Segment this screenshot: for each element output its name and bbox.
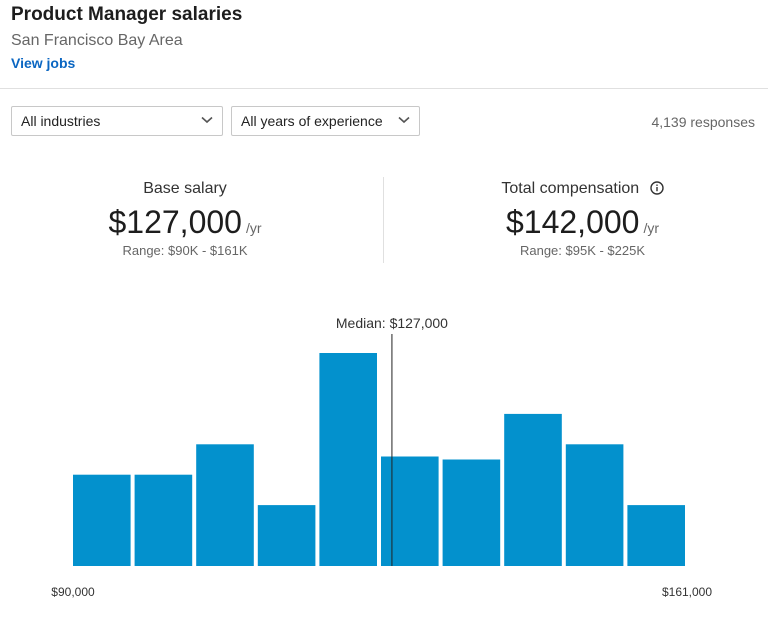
base-salary-unit: /yr (245, 220, 262, 236)
histogram-bar (319, 353, 377, 566)
location-subtitle: San Francisco Bay Area (11, 32, 183, 49)
industry-dropdown[interactable]: All industries (11, 106, 223, 136)
total-comp-range: Range: $95K - $225K (519, 243, 646, 258)
total-comp-stat: Total compensation $142,000/yr Range: $9… (470, 180, 695, 258)
x-min-label: $90,000 (51, 585, 95, 599)
chevron-down-icon (201, 116, 213, 124)
total-comp-value: $142,000 (505, 204, 640, 240)
histogram-bar (73, 474, 131, 566)
info-icon[interactable] (649, 181, 664, 195)
x-max-label: $161,000 (662, 585, 712, 599)
stats-divider (383, 177, 384, 263)
header-divider (0, 88, 768, 89)
page-title: Product Manager salaries (11, 4, 243, 25)
histogram-bar (134, 474, 193, 566)
salary-histogram: Median: $127,000 $90,000 $161,000 (51, 315, 712, 599)
experience-dropdown[interactable]: All years of experience (231, 106, 420, 136)
responses-count: 4,139 responses (651, 114, 755, 130)
histogram-bar (381, 456, 439, 566)
base-salary-value: $127,000 (108, 204, 242, 240)
median-label: Median: $127,000 (336, 315, 448, 331)
base-salary-stat: Base salary $127,000/yr Range: $90K - $1… (85, 180, 285, 258)
histogram-bar (196, 444, 254, 566)
histogram-bar (565, 444, 624, 566)
total-comp-unit: /yr (643, 220, 660, 236)
base-salary-label: Base salary (143, 180, 227, 197)
base-salary-range: Range: $90K - $161K (122, 243, 248, 258)
experience-dropdown-value: All years of experience (241, 113, 383, 129)
chevron-down-icon (398, 116, 410, 124)
industry-dropdown-value: All industries (21, 113, 101, 129)
histogram-bar (257, 505, 316, 566)
histogram-bar (442, 459, 501, 566)
histogram-bar (627, 505, 685, 566)
total-comp-label: Total compensation (501, 180, 640, 197)
view-jobs-link[interactable]: View jobs (11, 55, 76, 71)
histogram-bar (504, 413, 562, 566)
